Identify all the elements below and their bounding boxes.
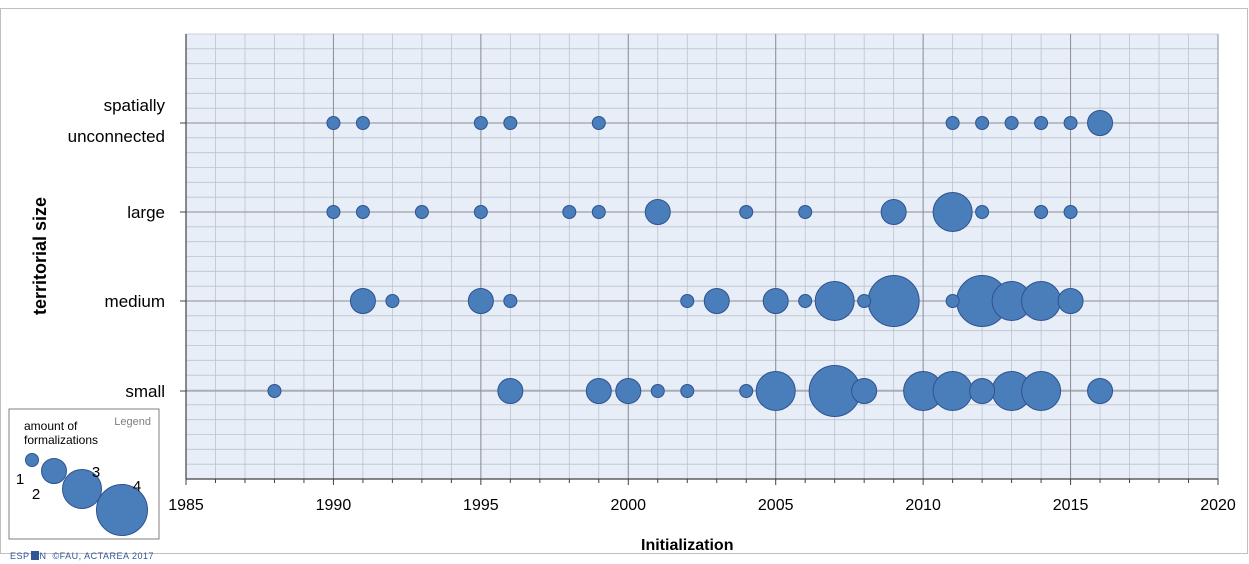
bubble-point [851, 378, 878, 404]
bubble-point [385, 294, 400, 308]
bubble-point [349, 288, 376, 314]
bubble-point [814, 281, 855, 321]
bubble-point [755, 371, 796, 411]
bubble-point [1063, 116, 1078, 130]
bubble-point [585, 378, 612, 404]
legend-size-label: 2 [32, 486, 40, 503]
credit-line: ESP N ©FAU, ACTAREA 2017 [10, 551, 154, 561]
legend-bubble [62, 469, 102, 509]
bubble-point [1034, 205, 1049, 219]
x-tick-label: 1985 [168, 497, 204, 514]
bubble-point [867, 275, 920, 327]
bubble-point [975, 205, 990, 219]
bubble-point [1021, 281, 1062, 321]
x-tick-label: 2005 [758, 497, 794, 514]
bubble-point [703, 288, 730, 314]
bubble-point [326, 205, 341, 219]
legend-label: formalizations [24, 433, 98, 447]
legend-bubble [41, 458, 67, 484]
y-category-label: large [127, 203, 165, 222]
bubble-point [680, 294, 695, 308]
x-tick-label: 2015 [1053, 497, 1089, 514]
y-category-label: medium [105, 292, 165, 311]
bubble-point [1063, 205, 1078, 219]
bubble-point [326, 116, 341, 130]
bubble-point [969, 378, 996, 404]
x-tick-label: 2000 [610, 497, 646, 514]
bubble-point [798, 205, 813, 219]
x-tick-label: 1995 [463, 497, 499, 514]
bubble-point [1057, 288, 1084, 314]
bubble-point [739, 205, 754, 219]
bubble-point [644, 199, 671, 225]
bubble-point [355, 116, 370, 130]
espon-logo-text-a: ESP [10, 551, 30, 561]
bubble-point [503, 116, 518, 130]
bubble-point [1087, 378, 1114, 404]
legend-size-label: 3 [92, 464, 100, 481]
bubble-point [473, 116, 488, 130]
espon-logo-icon [30, 551, 39, 560]
copyright-text: ©FAU, ACTAREA 2017 [52, 551, 155, 561]
bubble-point [945, 294, 960, 308]
bubble-point [267, 384, 282, 398]
y-category-label: unconnected [68, 127, 165, 146]
bubble-point [1021, 371, 1062, 411]
bubble-point [503, 294, 518, 308]
bubble-point [591, 116, 606, 130]
y-axis-title: territorial size [30, 197, 50, 315]
espon-logo-text-b: N [39, 551, 47, 561]
legend-bubble [25, 453, 39, 467]
bubble-point [473, 205, 488, 219]
bubble-point [762, 288, 789, 314]
x-tick-label: 1990 [316, 497, 352, 514]
bubble-point [414, 205, 429, 219]
y-category-label: spatially [104, 96, 166, 115]
bubble-point [1004, 116, 1019, 130]
legend-size-label: 4 [133, 478, 141, 495]
bubble-point [932, 192, 973, 232]
bubble-point [355, 205, 370, 219]
bubble-point [945, 116, 960, 130]
y-category-label: small [125, 382, 165, 401]
x-axis-title: Initialization [641, 537, 733, 554]
bubble-point [680, 384, 695, 398]
bubble-point [739, 384, 754, 398]
bubble-point [591, 205, 606, 219]
legend-size-label: 1 [16, 471, 24, 488]
bubble-point [615, 378, 642, 404]
x-tick-label: 2010 [905, 497, 941, 514]
bubble-point [975, 116, 990, 130]
legend-bubble [96, 484, 148, 536]
bubble-point [467, 288, 494, 314]
bubble-point [650, 384, 665, 398]
bubble-point [1087, 110, 1114, 136]
x-tick-label: 2020 [1200, 497, 1236, 514]
bubble-point [932, 371, 973, 411]
bubble-point [1034, 116, 1049, 130]
legend-label: amount of [24, 419, 78, 433]
bubble-point [798, 294, 813, 308]
bubble-point [857, 294, 872, 308]
bubble-point [497, 378, 524, 404]
bubble-point [880, 199, 907, 225]
bubble-point [562, 205, 577, 219]
legend-title: Legend [114, 416, 151, 428]
